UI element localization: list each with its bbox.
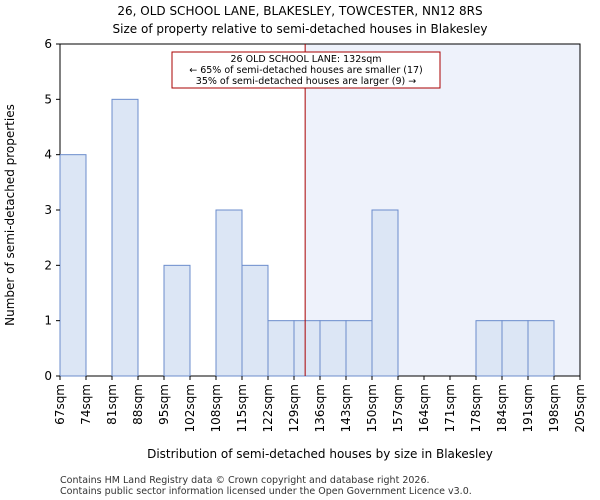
- y-tick-label: 3: [44, 203, 52, 217]
- annotation-line-1: 26 OLD SCHOOL LANE: 132sqm: [231, 54, 382, 65]
- histogram-bar-178sqm: [475, 320, 503, 377]
- annotation-line-2: ← 65% of semi-detached houses are smalle…: [189, 65, 423, 76]
- x-tick-label: 67sqm: [53, 384, 67, 425]
- histogram-bar-143sqm: [345, 320, 373, 377]
- histogram-bar-115sqm: [241, 264, 269, 377]
- x-tick-label: 198sqm: [547, 384, 561, 432]
- plot-area: 0 1 2 3 4 5 6 67sqm 74sqm 81sqm 88sqm 95sqm 102sqm 10…: [44, 37, 587, 432]
- y-tick-label: 5: [44, 92, 52, 106]
- x-tick-label: 122sqm: [261, 384, 275, 432]
- x-tick-label: 184sqm: [495, 384, 509, 432]
- y-tick-label: 0: [44, 369, 52, 383]
- x-tick-label: 136sqm: [313, 384, 327, 432]
- x-tick-label: 115sqm: [235, 384, 249, 432]
- x-tick-label: 129sqm: [287, 384, 301, 432]
- histogram-bar-136sqm: [319, 320, 347, 377]
- y-axis-label: Number of semi-detached properties: [3, 104, 17, 326]
- x-tick-label: 171sqm: [443, 384, 457, 432]
- x-tick-label: 108sqm: [209, 384, 223, 432]
- x-tick-label: 143sqm: [339, 384, 353, 432]
- x-tick-label: 164sqm: [417, 384, 431, 432]
- y-tick-label: 2: [44, 258, 52, 272]
- x-tick-label: 178sqm: [469, 384, 483, 432]
- histogram-bar-150sqm: [371, 209, 399, 377]
- histogram-bar-95sqm: [163, 264, 191, 377]
- histogram-bar-108sqm: [215, 209, 243, 377]
- histogram-bar-122sqm: [267, 320, 295, 377]
- footer-line-2: Contains public sector information licen…: [60, 486, 472, 497]
- x-tick-label: 74sqm: [79, 384, 93, 425]
- chart-title: 26, OLD SCHOOL LANE, BLAKESLEY, TOWCESTE…: [117, 4, 482, 18]
- x-tick-label: 81sqm: [105, 384, 119, 425]
- y-tick-label: 6: [44, 37, 52, 51]
- histogram-bar-81sqm: [111, 98, 139, 377]
- histogram-bar-67sqm: [59, 154, 87, 377]
- histogram-bar-129sqm: [293, 320, 321, 377]
- x-tick-label: 150sqm: [365, 384, 379, 432]
- x-tick-label: 95sqm: [157, 384, 171, 425]
- x-tick-label: 88sqm: [131, 384, 145, 425]
- chart-subtitle: Size of property relative to semi-detach…: [113, 22, 488, 36]
- annotation-line-3: 35% of semi-detached houses are larger (…: [196, 76, 416, 87]
- footer-line-1: Contains HM Land Registry data © Crown c…: [60, 475, 430, 486]
- x-tick-label: 157sqm: [391, 384, 405, 432]
- y-tick-label: 4: [44, 148, 52, 162]
- y-tick-label: 1: [44, 314, 52, 328]
- histogram-bar-191sqm: [527, 320, 555, 377]
- x-tick-label: 191sqm: [521, 384, 535, 432]
- histogram-bar-184sqm: [501, 320, 529, 377]
- x-tick-label: 205sqm: [573, 384, 587, 432]
- x-axis-label: Distribution of semi-detached houses by …: [147, 447, 493, 461]
- annotation-box: 26 OLD SCHOOL LANE: 132sqm ← 65% of semi…: [171, 51, 441, 89]
- x-tick-label: 102sqm: [183, 384, 197, 432]
